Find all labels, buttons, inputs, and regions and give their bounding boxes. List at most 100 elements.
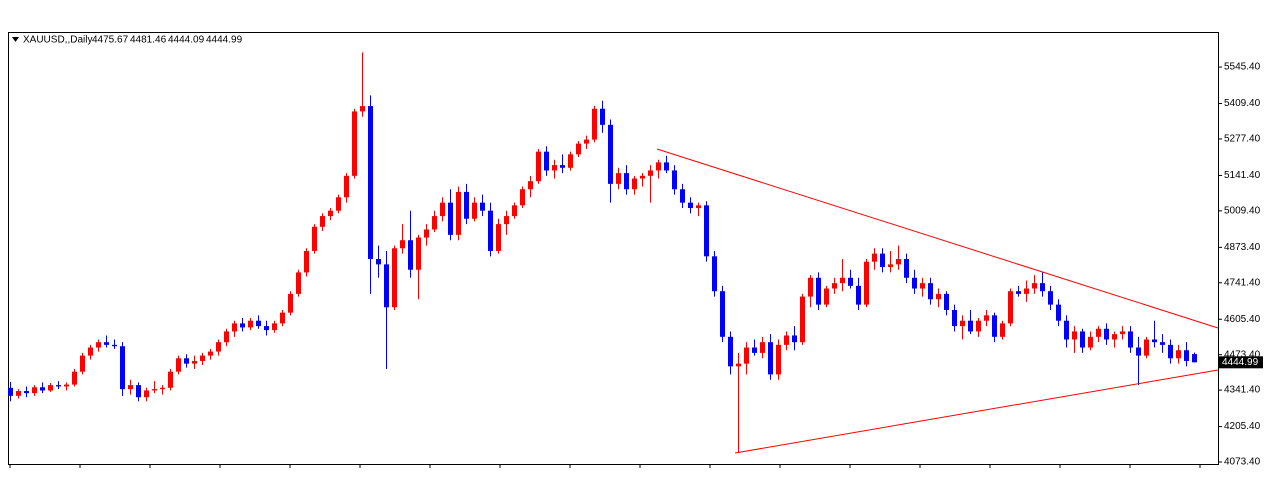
candle-body [808, 277, 813, 297]
candle-body [56, 385, 61, 387]
candle-body [32, 387, 37, 394]
candle-body [840, 277, 845, 284]
candle-body [504, 216, 509, 225]
candle-body [1000, 323, 1005, 337]
candle-body [728, 336, 733, 367]
y-tick-label: 5141.40 [1224, 170, 1261, 181]
candle-body [424, 229, 429, 238]
y-tick-label: 4605.40 [1224, 314, 1261, 325]
candle-body [80, 355, 85, 372]
candle-body [328, 210, 333, 217]
candle-body [1096, 328, 1101, 337]
candle-body [720, 291, 725, 337]
candle-body [352, 111, 357, 176]
candle-body [848, 277, 853, 286]
candle-body [888, 264, 893, 268]
price-axis: 4073.40 4205.40 4341.40 4473.40 4605.40 4741.… [9, 62, 1263, 468]
candle-body [560, 165, 565, 168]
candle-body [192, 360, 197, 364]
candle-body [800, 296, 805, 343]
candle-body [232, 323, 237, 332]
candle-body [88, 347, 93, 356]
candle-body [360, 106, 365, 112]
y-tick-label: 5545.40 [1224, 62, 1261, 73]
plot-frame [8, 32, 1219, 465]
y-tick-label: 4473.40 [1224, 349, 1261, 360]
candle-body [992, 315, 997, 337]
candle-body [696, 205, 701, 209]
candle-body [480, 202, 485, 211]
candle-body [320, 216, 325, 227]
candle-body [768, 342, 773, 375]
ohlc-low: 4444.09 [168, 35, 205, 46]
candle-body [1064, 320, 1069, 340]
candle-body [1040, 283, 1045, 292]
candle-body [40, 387, 45, 391]
candle-body [984, 315, 989, 321]
candle-body [1176, 350, 1181, 359]
candle-body [920, 283, 925, 289]
candle-body [680, 189, 685, 203]
candle-body [1088, 336, 1093, 348]
candle-body [344, 175, 349, 198]
candle-body [440, 202, 445, 217]
candle-body [1136, 347, 1141, 356]
candle-body [616, 173, 621, 184]
candle-body [736, 363, 741, 367]
candle-body [104, 342, 109, 345]
candle-body [8, 387, 13, 396]
candle-body [72, 371, 77, 385]
candle-body [912, 277, 917, 289]
candle-body [1152, 339, 1157, 343]
candle-body [640, 175, 645, 179]
candle-body [568, 154, 573, 168]
candle-body [752, 347, 757, 353]
candle-body [1184, 350, 1189, 361]
candle-body [528, 181, 533, 190]
candle-body [152, 389, 157, 391]
candle-body [120, 346, 125, 390]
candle-body [584, 139, 589, 144]
candle-body [624, 173, 629, 190]
candle-body [824, 288, 829, 305]
current-price-box [1219, 356, 1263, 369]
candle-body [408, 240, 413, 270]
current-price-label: 4444.99 [1222, 357, 1259, 368]
candle-body [576, 143, 581, 155]
candle-body [952, 309, 957, 327]
candle-body [248, 320, 253, 328]
candle-body [216, 342, 221, 352]
candle-body [184, 358, 189, 364]
candle-body [448, 202, 453, 235]
y-tick-label: 4205.40 [1224, 421, 1261, 432]
candle-body [832, 283, 837, 289]
candle-body [464, 191, 469, 219]
candle-body [264, 326, 269, 331]
candle-body [544, 151, 549, 171]
candle-body [200, 355, 205, 361]
candle-body [1048, 291, 1053, 305]
candle-body [1056, 304, 1061, 321]
candle-body [456, 191, 461, 235]
candle-body [512, 205, 517, 217]
candle-body [592, 108, 597, 140]
candle-body [1128, 331, 1133, 348]
candle-body [272, 323, 277, 331]
y-tick-label: 4873.40 [1224, 242, 1261, 253]
candle-body [712, 256, 717, 292]
candle-body [1112, 334, 1117, 340]
y-tick-label: 5009.40 [1224, 206, 1261, 217]
candle-body [608, 124, 613, 184]
candle-body [792, 335, 797, 343]
symbol-menu-arrow [12, 37, 19, 42]
candle-body [960, 320, 965, 327]
candle-body [256, 320, 261, 327]
candle-body [856, 285, 861, 305]
candle-body [1032, 283, 1037, 289]
candle-body [744, 347, 749, 364]
candle-body [144, 390, 149, 398]
candle-body [1160, 342, 1165, 345]
candle-body [936, 293, 941, 300]
candle-body [552, 165, 557, 171]
